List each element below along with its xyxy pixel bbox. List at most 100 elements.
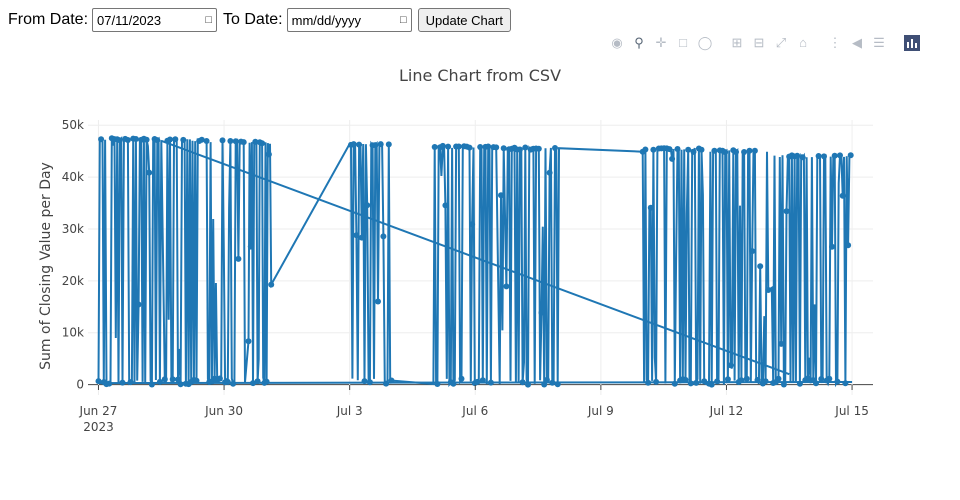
data-point[interactable] (818, 376, 825, 382)
data-point[interactable] (541, 381, 548, 388)
data-point[interactable] (350, 141, 357, 148)
data-point[interactable] (674, 146, 681, 152)
data-point[interactable] (177, 381, 184, 388)
data-point[interactable] (240, 139, 247, 146)
camera-icon[interactable]: ◉ (611, 35, 623, 50)
data-point[interactable] (535, 145, 542, 152)
data-point[interactable] (826, 375, 833, 382)
data-point[interactable] (119, 379, 126, 386)
data-point[interactable] (519, 379, 526, 386)
from-date-input[interactable]: 07/11/2023 □ (92, 8, 218, 32)
data-point[interactable] (690, 148, 697, 155)
data-point[interactable] (265, 151, 272, 158)
autoscale-icon[interactable]: ⤢ (775, 35, 787, 50)
data-point[interactable] (831, 152, 838, 159)
data-point[interactable] (245, 338, 252, 345)
data-point[interactable] (383, 380, 390, 387)
data-point[interactable] (775, 375, 782, 382)
data-point[interactable] (366, 379, 373, 386)
data-point[interactable] (839, 192, 846, 199)
data-point[interactable] (754, 377, 761, 383)
data-point[interactable] (364, 202, 371, 209)
data-point[interactable] (95, 378, 102, 385)
data-point[interactable] (799, 154, 806, 161)
data-point[interactable] (834, 378, 841, 385)
data-point[interactable] (698, 146, 705, 153)
data-point[interactable] (796, 380, 803, 387)
data-point[interactable] (669, 155, 676, 162)
data-point[interactable] (485, 143, 492, 150)
data-point[interactable] (442, 202, 449, 209)
data-point[interactable] (847, 152, 854, 159)
plotly-logo-icon[interactable] (904, 35, 920, 51)
data-point[interactable] (458, 375, 465, 382)
data-point[interactable] (235, 255, 242, 262)
data-point[interactable] (358, 234, 365, 241)
data-point[interactable] (474, 378, 481, 385)
data-point[interactable] (203, 138, 210, 144)
series-trace[interactable] (97, 135, 853, 388)
data-point[interactable] (647, 204, 654, 211)
spike-lines-icon[interactable]: ⋮ (828, 35, 842, 50)
data-point[interactable] (106, 380, 113, 387)
data-point[interactable] (714, 378, 721, 385)
data-point[interactable] (167, 136, 173, 143)
data-point[interactable] (778, 340, 785, 347)
data-point[interactable] (388, 377, 395, 384)
data-point[interactable] (439, 142, 446, 149)
calendar-icon[interactable]: □ (399, 14, 407, 26)
data-point[interactable] (161, 376, 168, 383)
pan-icon[interactable]: ✛ (655, 35, 667, 50)
data-point[interactable] (169, 376, 176, 383)
data-point[interactable] (361, 378, 368, 385)
data-point[interactable] (132, 136, 139, 142)
data-point[interactable] (642, 146, 649, 153)
data-point[interactable] (124, 137, 131, 143)
box-select-icon[interactable]: □ (679, 35, 687, 50)
data-point[interactable] (156, 378, 163, 385)
data-point[interactable] (516, 146, 523, 153)
hover-closest-icon[interactable]: ◀ (852, 35, 862, 50)
data-point[interactable] (682, 376, 689, 383)
reset-icon[interactable]: ⌂ (799, 35, 807, 50)
data-point[interactable] (554, 381, 561, 388)
data-point[interactable] (741, 149, 748, 155)
data-point[interactable] (493, 144, 500, 151)
data-point[interactable] (724, 376, 731, 383)
data-point[interactable] (780, 381, 787, 388)
zoom-out-icon[interactable]: ⊟ (753, 35, 765, 50)
data-point[interactable] (146, 169, 153, 176)
data-point[interactable] (127, 379, 134, 386)
data-point[interactable] (783, 208, 790, 215)
data-point[interactable] (268, 281, 275, 288)
data-point[interactable] (380, 233, 387, 240)
data-point[interactable] (552, 145, 558, 151)
data-point[interactable] (757, 263, 764, 270)
data-point[interactable] (525, 381, 531, 388)
data-point[interactable] (230, 380, 237, 387)
data-point[interactable] (224, 378, 231, 385)
data-point[interactable] (687, 380, 694, 387)
data-point[interactable] (538, 309, 545, 316)
data-point[interactable] (708, 381, 715, 388)
data-point[interactable] (821, 153, 827, 160)
data-point[interactable] (671, 380, 678, 387)
data-point[interactable] (377, 141, 384, 148)
data-point[interactable] (259, 140, 266, 147)
data-point[interactable] (738, 377, 745, 384)
data-point[interactable] (227, 138, 234, 144)
data-point[interactable] (477, 144, 484, 150)
data-point[interactable] (479, 377, 486, 384)
data-point[interactable] (751, 147, 758, 154)
data-point[interactable] (455, 143, 462, 150)
data-point[interactable] (685, 146, 692, 153)
data-point[interactable] (154, 137, 161, 144)
data-point[interactable] (143, 136, 150, 143)
data-point[interactable] (254, 378, 261, 385)
data-point[interactable] (543, 376, 550, 383)
data-point[interactable] (180, 136, 187, 143)
data-point[interactable] (487, 379, 494, 386)
data-point[interactable] (743, 375, 750, 382)
data-point[interactable] (666, 146, 673, 153)
data-point[interactable] (813, 380, 819, 387)
